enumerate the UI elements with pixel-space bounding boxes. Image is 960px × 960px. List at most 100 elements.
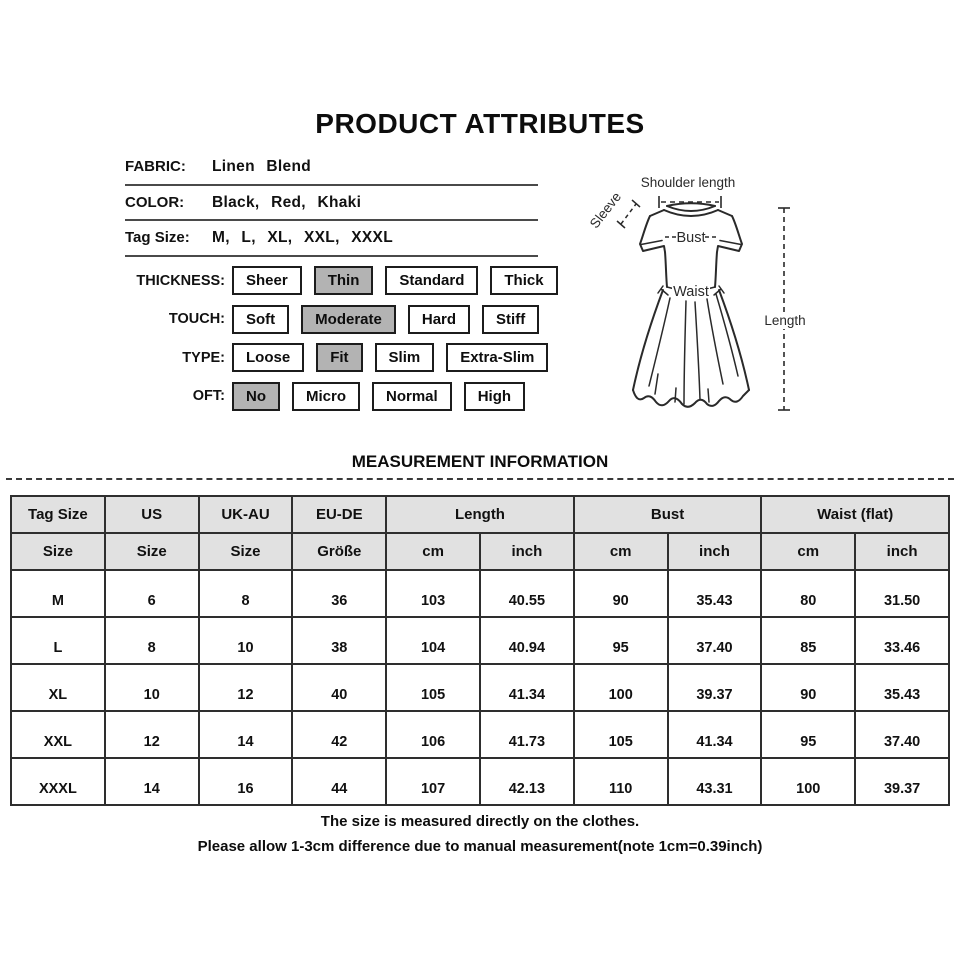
table-cell: 8 — [197, 569, 294, 618]
table-cell: 41.73 — [478, 710, 575, 759]
oft-option-high[interactable]: High — [463, 381, 526, 411]
tag-size-value: M, L, XL, XXL, XXXL — [212, 229, 393, 246]
table-cell: 106 — [385, 710, 481, 759]
sub-header: cm — [385, 532, 481, 571]
size-chart-table: Tag Size US UK-AU EU-DE Length Bust Wais… — [10, 495, 950, 806]
dotted-divider — [6, 478, 954, 480]
table-cell: 14 — [103, 757, 200, 806]
col-header-length: Length — [385, 495, 575, 534]
table-cell: 39.37 — [854, 757, 950, 806]
fabric-value: Linen Blend — [212, 158, 311, 175]
oft-label: OFT: — [192, 388, 225, 404]
length-measure-line — [778, 207, 790, 411]
oft-row: OFT: No Micro Normal High — [0, 381, 558, 411]
col-header-eu-de: EU-DE — [291, 495, 388, 534]
col-header-uk-au: UK-AU — [197, 495, 294, 534]
table-cell: L — [10, 616, 106, 665]
group-header-row: Tag Size US UK-AU EU-DE Length Bust Wais… — [10, 495, 950, 534]
sub-header: Größe — [291, 532, 388, 571]
size-chart-header: Tag Size US UK-AU EU-DE Length Bust Wais… — [10, 495, 950, 571]
bust-label: Bust — [676, 230, 705, 246]
sub-header: inch — [478, 532, 575, 571]
shoulder-length-label: Shoulder length — [641, 175, 736, 190]
table-cell: 16 — [197, 757, 294, 806]
table-cell: 100 — [572, 663, 669, 712]
thickness-option-standard[interactable]: Standard — [385, 266, 479, 295]
oft-option-normal[interactable]: Normal — [372, 381, 452, 411]
table-cell: 42.13 — [478, 757, 575, 806]
table-cell: 105 — [572, 710, 669, 759]
type-option-fit[interactable]: Fit — [316, 343, 363, 372]
table-cell: 95 — [760, 710, 857, 759]
table-cell: 44 — [291, 757, 388, 806]
type-row: TYPE: Loose Fit Slim Extra-Slim — [0, 343, 558, 372]
table-cell: XL — [10, 663, 106, 712]
table-cell: 40 — [291, 663, 388, 712]
sub-header: inch — [854, 532, 950, 571]
table-cell: XXL — [10, 710, 106, 759]
thickness-option-thick[interactable]: Thick — [490, 266, 558, 295]
col-header-tag-size: Tag Size — [10, 495, 106, 534]
table-cell: 33.46 — [854, 616, 950, 665]
thickness-option-thin[interactable]: Thin — [313, 266, 374, 295]
oft-option-micro[interactable]: Micro — [292, 381, 361, 411]
table-row-m: M 6 8 36 103 40.55 90 35.43 80 31.50 — [10, 569, 950, 618]
touch-label: TOUCH: — [168, 311, 225, 327]
sub-header: Size — [197, 532, 294, 571]
tag-size-label: Tag Size: — [125, 229, 190, 246]
color-label: COLOR: — [125, 193, 185, 211]
table-cell: 43.31 — [666, 757, 763, 806]
touch-option-stiff[interactable]: Stiff — [482, 304, 540, 334]
table-cell: 38 — [291, 616, 388, 665]
sub-header-row: Size Size Size Größe cm inch cm inch cm … — [10, 532, 950, 571]
table-cell: 37.40 — [666, 616, 763, 665]
table-cell: 110 — [572, 757, 669, 806]
table-cell: 95 — [572, 616, 669, 665]
type-option-extra-slim[interactable]: Extra-Slim — [446, 343, 549, 372]
measurement-notes: The size is measured directly on the clo… — [0, 813, 960, 863]
type-option-loose[interactable]: Loose — [232, 343, 305, 372]
table-cell: 6 — [103, 569, 200, 618]
thickness-option-sheer[interactable]: Sheer — [232, 266, 302, 295]
fabric-row: FABRIC: Linen Blend — [125, 150, 538, 186]
thickness-row: THICKNESS: Sheer Thin Standard Thick — [0, 266, 558, 295]
size-chart-body: M 6 8 36 103 40.55 90 35.43 80 31.50 L 8… — [10, 569, 950, 806]
table-cell: 42 — [291, 710, 388, 759]
table-cell: 10 — [103, 663, 200, 712]
table-row-xxxl: XXXL 14 16 44 107 42.13 110 43.31 100 39… — [10, 757, 950, 806]
table-cell: 85 — [760, 616, 857, 665]
sleeve-measure-line — [616, 199, 641, 229]
touch-option-hard[interactable]: Hard — [407, 304, 471, 334]
table-cell: 103 — [385, 569, 481, 618]
color-value: Black, Red, Khaki — [212, 193, 362, 211]
type-option-slim[interactable]: Slim — [374, 343, 435, 372]
sub-header: Size — [103, 532, 200, 571]
table-cell: 105 — [385, 663, 481, 712]
note-line-1: The size is measured directly on the clo… — [320, 813, 640, 830]
table-cell: 31.50 — [854, 569, 950, 618]
table-cell: 12 — [197, 663, 294, 712]
sub-header: Size — [10, 532, 106, 571]
oft-options: No Micro Normal High — [232, 381, 526, 411]
col-header-bust: Bust — [572, 495, 763, 534]
attributes-list: FABRIC: Linen Blend COLOR: Black, Red, K… — [125, 150, 538, 257]
table-cell: 10 — [197, 616, 294, 665]
touch-row: TOUCH: Soft Moderate Hard Stiff — [0, 304, 558, 334]
table-row-xxl: XXL 12 14 42 106 41.73 105 41.34 95 37.4… — [10, 710, 950, 759]
table-cell: 104 — [385, 616, 481, 665]
table-cell: 35.43 — [854, 663, 950, 712]
fabric-label: FABRIC: — [125, 158, 186, 175]
col-header-waist: Waist (flat) — [760, 495, 950, 534]
table-cell: 36 — [291, 569, 388, 618]
table-cell: 14 — [197, 710, 294, 759]
table-cell: 37.40 — [854, 710, 950, 759]
touch-option-moderate[interactable]: Moderate — [301, 304, 396, 334]
type-label: TYPE: — [182, 349, 225, 366]
dress-size-diagram: Shoulder length Sleeve — [588, 175, 808, 411]
oft-option-no[interactable]: No — [232, 381, 280, 411]
table-cell: M — [10, 569, 106, 618]
table-row-xl: XL 10 12 40 105 41.34 100 39.37 90 35.43 — [10, 663, 950, 712]
touch-option-soft[interactable]: Soft — [232, 304, 290, 334]
touch-options: Soft Moderate Hard Stiff — [232, 304, 540, 334]
col-header-us: US — [103, 495, 200, 534]
